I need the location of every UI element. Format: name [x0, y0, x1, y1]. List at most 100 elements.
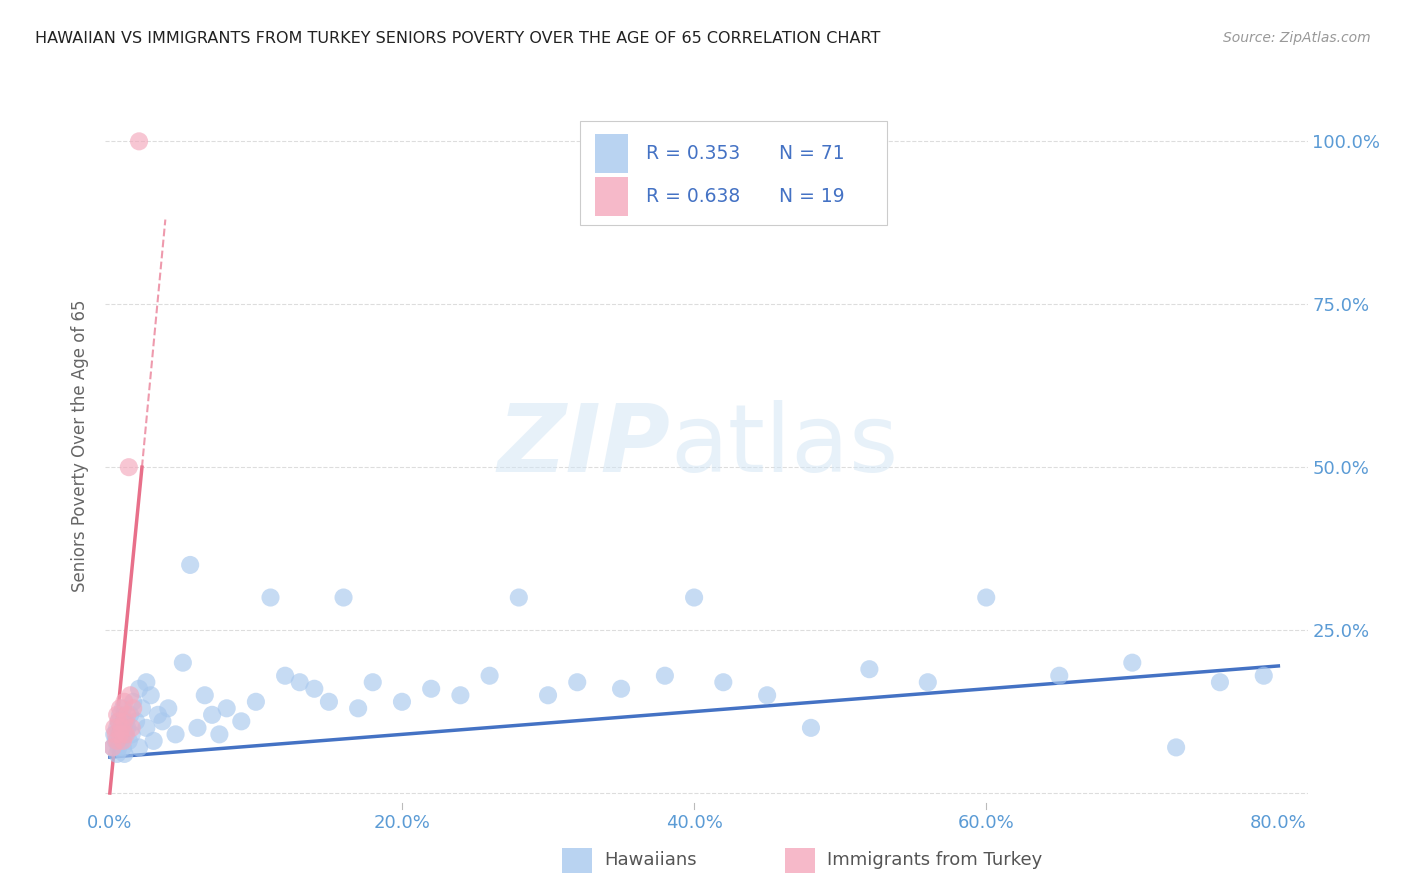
Bar [785, 847, 814, 872]
Point [128, 134, 150, 148]
Point [259, 591, 281, 605]
Point [711, 675, 734, 690]
Point [146, 707, 169, 722]
Point [114, 714, 136, 729]
Point [537, 688, 560, 702]
Point [974, 591, 997, 605]
Point [111, 701, 134, 715]
Point [117, 707, 139, 722]
Point [108, 727, 131, 741]
Point [318, 695, 340, 709]
Point [135, 675, 157, 690]
Point [917, 675, 939, 690]
Point [420, 681, 443, 696]
Point [683, 591, 706, 605]
Point [172, 656, 194, 670]
Point [104, 727, 127, 741]
Point [449, 688, 471, 702]
Point [110, 721, 132, 735]
Point [567, 675, 589, 690]
Point [105, 734, 128, 748]
Point [135, 721, 157, 735]
Point [114, 747, 136, 761]
Point [120, 707, 142, 722]
Point [361, 675, 384, 690]
Point [1253, 669, 1275, 683]
Point [101, 740, 124, 755]
Text: R = 0.638: R = 0.638 [647, 186, 741, 206]
Point [117, 721, 139, 735]
Point [111, 734, 134, 748]
Point [288, 675, 311, 690]
Point [121, 727, 143, 741]
Point [231, 714, 253, 729]
Point [105, 747, 128, 761]
Point [157, 701, 180, 715]
Point [107, 714, 129, 729]
Point [139, 688, 162, 702]
Bar [595, 177, 628, 216]
Point [107, 714, 129, 729]
Point [128, 681, 150, 696]
Text: R = 0.353: R = 0.353 [647, 144, 741, 163]
Text: Source: ZipAtlas.com: Source: ZipAtlas.com [1223, 31, 1371, 45]
Point [274, 669, 297, 683]
Text: atlas: atlas [671, 400, 898, 492]
Point [120, 688, 142, 702]
Point [114, 727, 136, 741]
Point [654, 669, 676, 683]
Point [201, 707, 224, 722]
Text: Hawaiians: Hawaiians [605, 851, 697, 869]
FancyBboxPatch shape [581, 121, 887, 225]
Y-axis label: Seniors Poverty Over the Age of 65: Seniors Poverty Over the Age of 65 [72, 300, 90, 592]
Point [107, 740, 129, 755]
Point [105, 721, 128, 735]
Point [110, 734, 132, 748]
Point [115, 714, 138, 729]
Point [122, 695, 145, 709]
Point [104, 734, 127, 748]
Point [118, 734, 141, 748]
Point [245, 695, 267, 709]
Text: N = 71: N = 71 [779, 144, 844, 163]
Point [108, 707, 131, 722]
Point [858, 662, 880, 676]
Point [208, 727, 231, 741]
Point [186, 721, 208, 735]
Point [114, 695, 136, 709]
Point [347, 701, 370, 715]
Point [1209, 675, 1232, 690]
Point [478, 669, 501, 683]
Point [110, 721, 132, 735]
Point [108, 701, 131, 715]
Point [103, 727, 125, 741]
Point [1166, 740, 1188, 755]
Point [152, 714, 174, 729]
Point [125, 714, 148, 729]
Text: Immigrants from Turkey: Immigrants from Turkey [827, 851, 1042, 869]
Point [179, 558, 201, 572]
Point [165, 727, 187, 741]
Point [756, 688, 779, 702]
Point [391, 695, 413, 709]
Bar [595, 134, 628, 173]
Point [121, 721, 143, 735]
Point [332, 591, 354, 605]
Text: ZIP: ZIP [498, 400, 671, 492]
Point [105, 707, 128, 722]
Point [800, 721, 823, 735]
Point [142, 734, 165, 748]
Point [111, 740, 134, 755]
Point [194, 688, 217, 702]
Point [508, 591, 530, 605]
Point [1047, 669, 1070, 683]
Point [101, 740, 124, 755]
Point [118, 460, 141, 475]
Point [122, 701, 145, 715]
Point [610, 681, 633, 696]
Text: HAWAIIAN VS IMMIGRANTS FROM TURKEY SENIORS POVERTY OVER THE AGE OF 65 CORRELATIO: HAWAIIAN VS IMMIGRANTS FROM TURKEY SENIO… [35, 31, 880, 46]
Bar [562, 847, 592, 872]
Point [131, 701, 153, 715]
Point [115, 727, 138, 741]
Point [1121, 656, 1143, 670]
